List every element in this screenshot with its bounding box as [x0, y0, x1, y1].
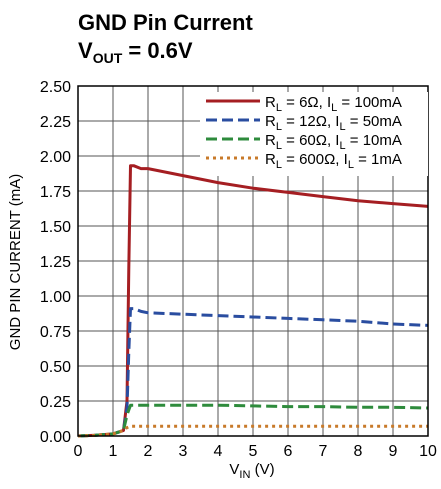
- y-tick-label: 0.00: [40, 429, 71, 446]
- x-tick-label: 8: [354, 443, 363, 460]
- x-label-v: V: [229, 461, 239, 478]
- subtitle-sub: OUT: [93, 50, 123, 66]
- legend-entry-3: RL = 60Ω, IL = 10mA: [265, 132, 402, 152]
- series-line-2: [77, 307, 429, 438]
- x-label-sub: IN: [239, 469, 250, 481]
- series-line-4: [77, 424, 428, 438]
- subtitle-rest: = 0.6V: [122, 38, 193, 63]
- x-tick-label: 4: [214, 443, 223, 460]
- x-tick-label: 2: [144, 443, 153, 460]
- tick-labels: 0 1 2 3 4 5 6 7 8 9 10 0.00 0.25 0.50 0.75 1.00 1.25 1.50…: [40, 79, 437, 460]
- legend-entry-4: RL = 600Ω, IL = 1mA: [265, 151, 402, 171]
- y-tick-label: 2.50: [40, 79, 71, 96]
- subtitle-v: V: [78, 38, 93, 63]
- y-tick-label: 2.25: [40, 114, 71, 131]
- x-tick-label: 3: [179, 443, 188, 460]
- plot-frame: [77, 85, 429, 437]
- y-axis-label: GND PIN CURRENT (mA): [7, 174, 24, 350]
- x-tick-label: 6: [284, 443, 293, 460]
- y-tick-label: 1.75: [40, 184, 71, 201]
- x-label-rest: (V): [250, 461, 274, 478]
- x-tick-label: 0: [74, 443, 83, 460]
- legend-entry-2: RL = 12Ω, IL = 50mA: [265, 113, 402, 133]
- series-lines: [77, 164, 429, 438]
- y-tick-label: 1.50: [40, 219, 71, 236]
- x-tick-label: 5: [249, 443, 258, 460]
- legend-background: [200, 92, 428, 176]
- y-tick-label: 0.25: [40, 394, 71, 411]
- legend-entry-1: RL = 6Ω, IL = 100mA: [265, 94, 402, 114]
- chart-title: GND Pin Current: [78, 10, 253, 35]
- y-tick-label: 0.75: [40, 324, 71, 341]
- y-tick-label: 1.00: [40, 289, 71, 306]
- x-tick-label: 7: [319, 443, 328, 460]
- chart-subtitle: VOUT = 0.6V: [78, 38, 193, 66]
- x-tick-label: 1: [109, 443, 118, 460]
- series-line-3: [77, 403, 429, 438]
- x-tick-label: 10: [419, 443, 437, 460]
- y-tick-label: 2.00: [40, 149, 71, 166]
- y-tick-label: 0.50: [40, 359, 71, 376]
- x-tick-label: 9: [389, 443, 398, 460]
- y-tick-label: 1.25: [40, 254, 71, 271]
- x-axis-label: VIN (V): [229, 461, 274, 481]
